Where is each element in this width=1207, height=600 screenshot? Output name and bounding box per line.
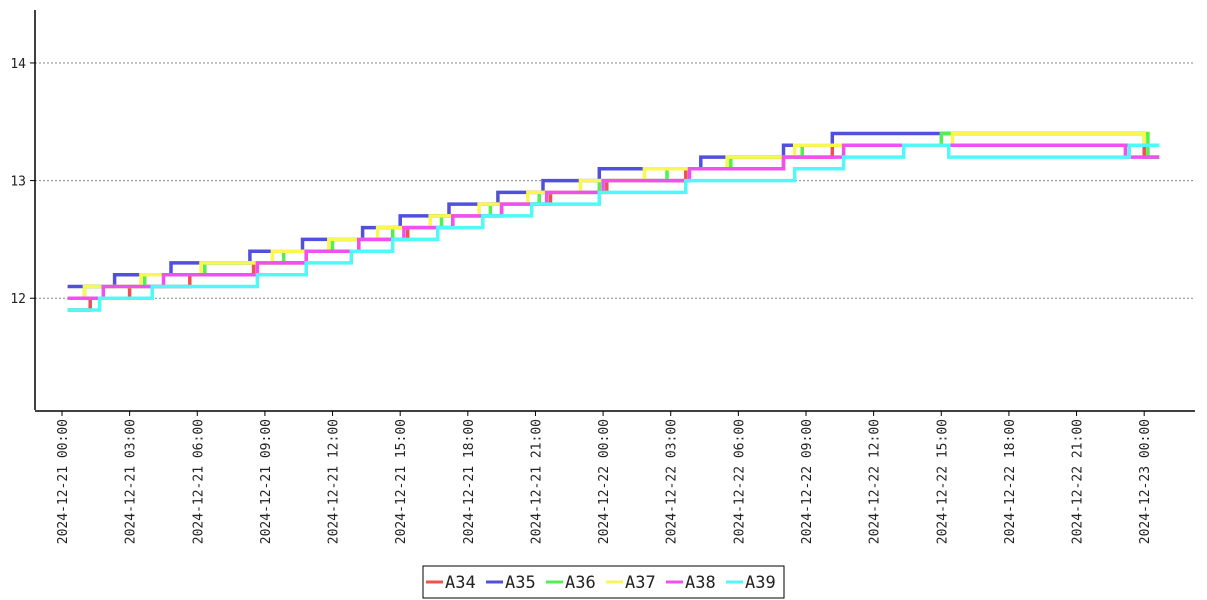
legend: A34 A35 A36 A37 A38 A39	[423, 566, 784, 598]
legend-label-a34: A34	[445, 573, 476, 593]
x-tick-label: 2024-12-23 00:00	[1138, 419, 1153, 544]
legend-label-a35: A35	[505, 573, 536, 593]
x-tick-label: 2024-12-22 06:00	[732, 419, 747, 544]
x-tick-label: 2024-12-21 18:00	[462, 419, 477, 544]
legend-label-a38: A38	[685, 573, 716, 593]
x-tick-label: 2024-12-21 06:00	[191, 419, 206, 544]
y-tick-label: 13	[10, 175, 26, 190]
y-tick-label: 14	[10, 57, 26, 72]
x-tick-label: 2024-12-22 12:00	[868, 419, 883, 544]
x-tick-label: 2024-12-22 18:00	[1003, 419, 1018, 544]
x-tick-label: 2024-12-21 21:00	[530, 419, 545, 544]
y-tick-label: 12	[10, 292, 26, 307]
x-tick-label: 2024-12-22 00:00	[597, 419, 612, 544]
x-tick-label: 2024-12-21 00:00	[56, 419, 71, 544]
x-axis-ticks: 2024-12-21 00:00 2024-12-21 03:00 2024-12-…	[56, 411, 1153, 544]
x-tick-label: 2024-12-22 15:00	[935, 419, 950, 544]
x-tick-label: 2024-12-22 03:00	[665, 419, 680, 544]
legend-label-a37: A37	[625, 573, 656, 593]
x-tick-label: 2024-12-21 12:00	[327, 419, 342, 544]
series-layer	[68, 134, 1160, 311]
legend-label-a39: A39	[745, 573, 776, 593]
legend-label-a36: A36	[565, 573, 596, 593]
y-axis-ticks: 12 13 14	[10, 57, 35, 307]
x-tick-label: 2024-12-22 21:00	[1071, 419, 1086, 544]
x-tick-label: 2024-12-21 03:00	[124, 419, 139, 544]
x-tick-label: 2024-12-21 15:00	[394, 419, 409, 544]
x-tick-label: 2024-12-22 09:00	[800, 419, 815, 544]
x-tick-label: 2024-12-21 09:00	[259, 419, 274, 544]
